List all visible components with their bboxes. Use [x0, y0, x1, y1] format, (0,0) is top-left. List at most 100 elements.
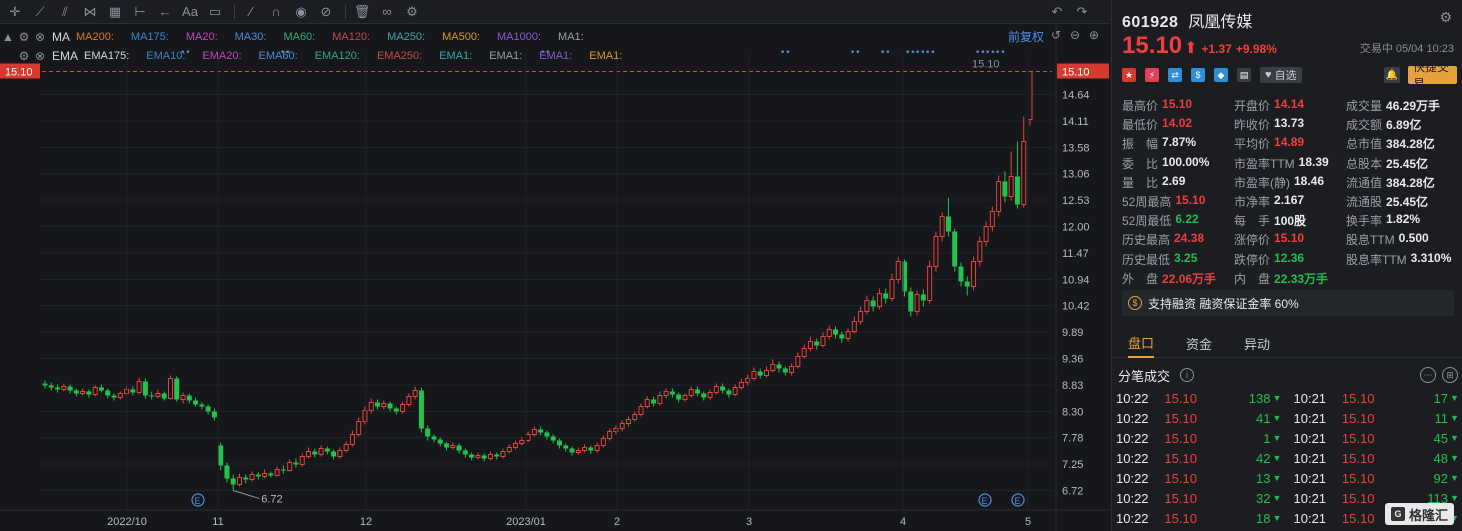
tick-price: 15.10 — [1164, 410, 1197, 426]
ruler-icon[interactable]: ∕ — [249, 4, 253, 19]
tick-time: 10:21 — [1293, 430, 1327, 446]
close-icon[interactable]: ⊗ — [34, 49, 46, 63]
stat-value: 100.00% — [1162, 154, 1210, 169]
note-icon[interactable]: ▭ — [208, 3, 222, 19]
candle-body — [544, 432, 550, 437]
document-icon[interactable]: ▤ — [1237, 68, 1251, 82]
tick-price: 15.10 — [1164, 510, 1197, 526]
ma-item[interactable]: MA20: — [185, 31, 218, 43]
fib-icon[interactable]: ▦ — [108, 3, 122, 19]
candle-body — [199, 404, 205, 407]
candlestick-chart[interactable]: 15.10 14.64 14.11 13.58 13.06 12.53 12.00 11.47… — [0, 24, 1110, 531]
y-tick-label: 8.83 — [1062, 380, 1083, 392]
text-icon[interactable]: Aa — [182, 4, 198, 19]
settings-icon[interactable]: ⚙ — [1439, 9, 1452, 25]
ema-item[interactable]: EMA1: — [439, 50, 473, 62]
candle-body — [98, 387, 104, 391]
tab-1[interactable]: 资金 — [1186, 337, 1213, 352]
channel-draw-icon[interactable]: ⫽ — [62, 3, 68, 19]
ma-item[interactable]: MA500: — [442, 31, 480, 43]
settings-icon[interactable]: ⚙ — [406, 3, 418, 19]
hide-icon[interactable]: ⊘ — [320, 3, 332, 19]
fuquan-selector[interactable]: 前复权 — [1007, 30, 1044, 44]
margin-banner[interactable]: $ 支持融资 融资保证金率 60% — [1122, 290, 1454, 316]
candle-body — [763, 370, 769, 376]
undo-icon[interactable]: ↶ — [1051, 3, 1063, 19]
ema-item[interactable]: EMA10: — [146, 50, 186, 62]
more-icon[interactable]: ⋯ — [1420, 367, 1436, 383]
quick-trade-button[interactable]: 快捷交易 — [1408, 60, 1457, 91]
ma-item[interactable]: MA250: — [387, 31, 426, 43]
trading-status: 交易中 05/04 10:23 — [1359, 43, 1454, 55]
candle-body — [299, 456, 305, 465]
tab-0[interactable]: 盘口 — [1128, 330, 1155, 358]
eye-icon[interactable]: ◉ — [295, 3, 307, 19]
candle-body — [858, 311, 864, 322]
ma-item[interactable]: MA1: — [558, 31, 584, 43]
stat-label: 每 手 — [1234, 214, 1271, 229]
ma-item[interactable]: MA200: — [76, 31, 114, 43]
ema-item[interactable]: EMA175: — [84, 50, 130, 62]
pattern-draw-icon[interactable]: ⋈ — [83, 3, 97, 19]
candle-body — [519, 440, 525, 444]
chart-area[interactable]: 15.10 14.64 14.11 13.58 13.06 12.53 12.00 11.47… — [0, 24, 1110, 531]
stat-cell: 振 幅 7.87% — [1122, 135, 1234, 152]
exchange-icon[interactable]: ⇄ — [1168, 68, 1182, 82]
tag-icon[interactable]: ◆ — [1214, 68, 1228, 82]
reset-icon[interactable]: ↺ — [1050, 28, 1062, 42]
settings-icon[interactable]: ⚙ — [18, 30, 30, 44]
y-tick-label: 12.53 — [1062, 195, 1090, 207]
tab-2[interactable]: 异动 — [1244, 337, 1271, 352]
alert-bell-icon[interactable]: 🔔 — [1384, 67, 1400, 83]
ema-item[interactable]: EMA60: — [258, 50, 298, 62]
candle-body — [726, 390, 732, 395]
close-icon[interactable]: ⊗ — [34, 30, 46, 44]
candle-body — [249, 474, 255, 480]
panel-tabs: 盘口 资金 异动 — [1112, 330, 1462, 358]
info-icon[interactable]: i — [1180, 368, 1195, 382]
trash-icon[interactable]: 🗑 — [353, 3, 371, 19]
ema-item[interactable]: EMA1: — [539, 50, 573, 62]
candle-body — [412, 390, 418, 397]
measure-icon[interactable]: ⊢ — [134, 3, 146, 19]
ema-item[interactable]: EMA250: — [376, 50, 423, 62]
ma-item[interactable]: MA120: — [332, 31, 371, 43]
link-icon[interactable]: ∞ — [382, 4, 392, 19]
stat-label: 平均价 — [1234, 137, 1271, 152]
line-draw-icon[interactable]: ⟋ — [35, 3, 45, 19]
watchlist-button[interactable]: ♥ 自选 — [1260, 67, 1302, 83]
settings-icon[interactable]: ⚙ — [18, 49, 30, 63]
dollar-icon[interactable]: $ — [1191, 68, 1205, 82]
stat-value: 18.46 — [1294, 173, 1325, 188]
hk-connect-icon[interactable]: ⚡ — [1145, 68, 1159, 82]
magnet-icon[interactable]: ∩ — [271, 4, 281, 19]
redo-icon[interactable]: ↷ — [1076, 3, 1088, 19]
candle-body — [167, 378, 173, 399]
stat-value: 13.73 — [1274, 116, 1305, 131]
ma-item[interactable]: MA175: — [130, 31, 169, 43]
ema-item[interactable]: EMA20: — [202, 50, 242, 62]
ema-item[interactable]: EMA120: — [314, 50, 360, 62]
ma-item[interactable]: MA1000: — [497, 31, 542, 43]
stat-row: 历史最高 24.38 涨停价 15.10 股息TTM 0.500 — [1122, 230, 1462, 249]
candle-body — [820, 336, 826, 346]
ma-item[interactable]: MA30: — [234, 31, 267, 43]
zoom-in-icon[interactable]: ⊕ — [1088, 28, 1100, 42]
tick-time: 10:21 — [1293, 490, 1327, 506]
candle-body — [387, 403, 393, 409]
zoom-out-icon[interactable]: ⊖ — [1069, 28, 1081, 42]
stock-name: 凤凰传媒 — [1188, 14, 1253, 31]
x-tick-label: 11 — [212, 516, 223, 528]
crosshair-icon[interactable]: ✛ — [9, 3, 21, 19]
ma-item[interactable]: MA60: — [283, 31, 316, 43]
tick-price: 15.10 — [1341, 510, 1375, 526]
event-marker-icon — [191, 493, 205, 507]
expand-icon[interactable]: ⊞ — [1442, 367, 1458, 383]
ema-item[interactable]: EMA1: — [489, 50, 523, 62]
ema-item[interactable]: EMA1: — [589, 50, 623, 62]
down-triangle-icon: ▼ — [1272, 493, 1282, 503]
collapse-icon[interactable]: ▲ — [2, 30, 14, 44]
down-triangle-icon: ▼ — [1272, 393, 1282, 403]
arrow-icon[interactable]: ← — [158, 4, 172, 19]
stat-value: 15.10 — [1175, 193, 1206, 208]
